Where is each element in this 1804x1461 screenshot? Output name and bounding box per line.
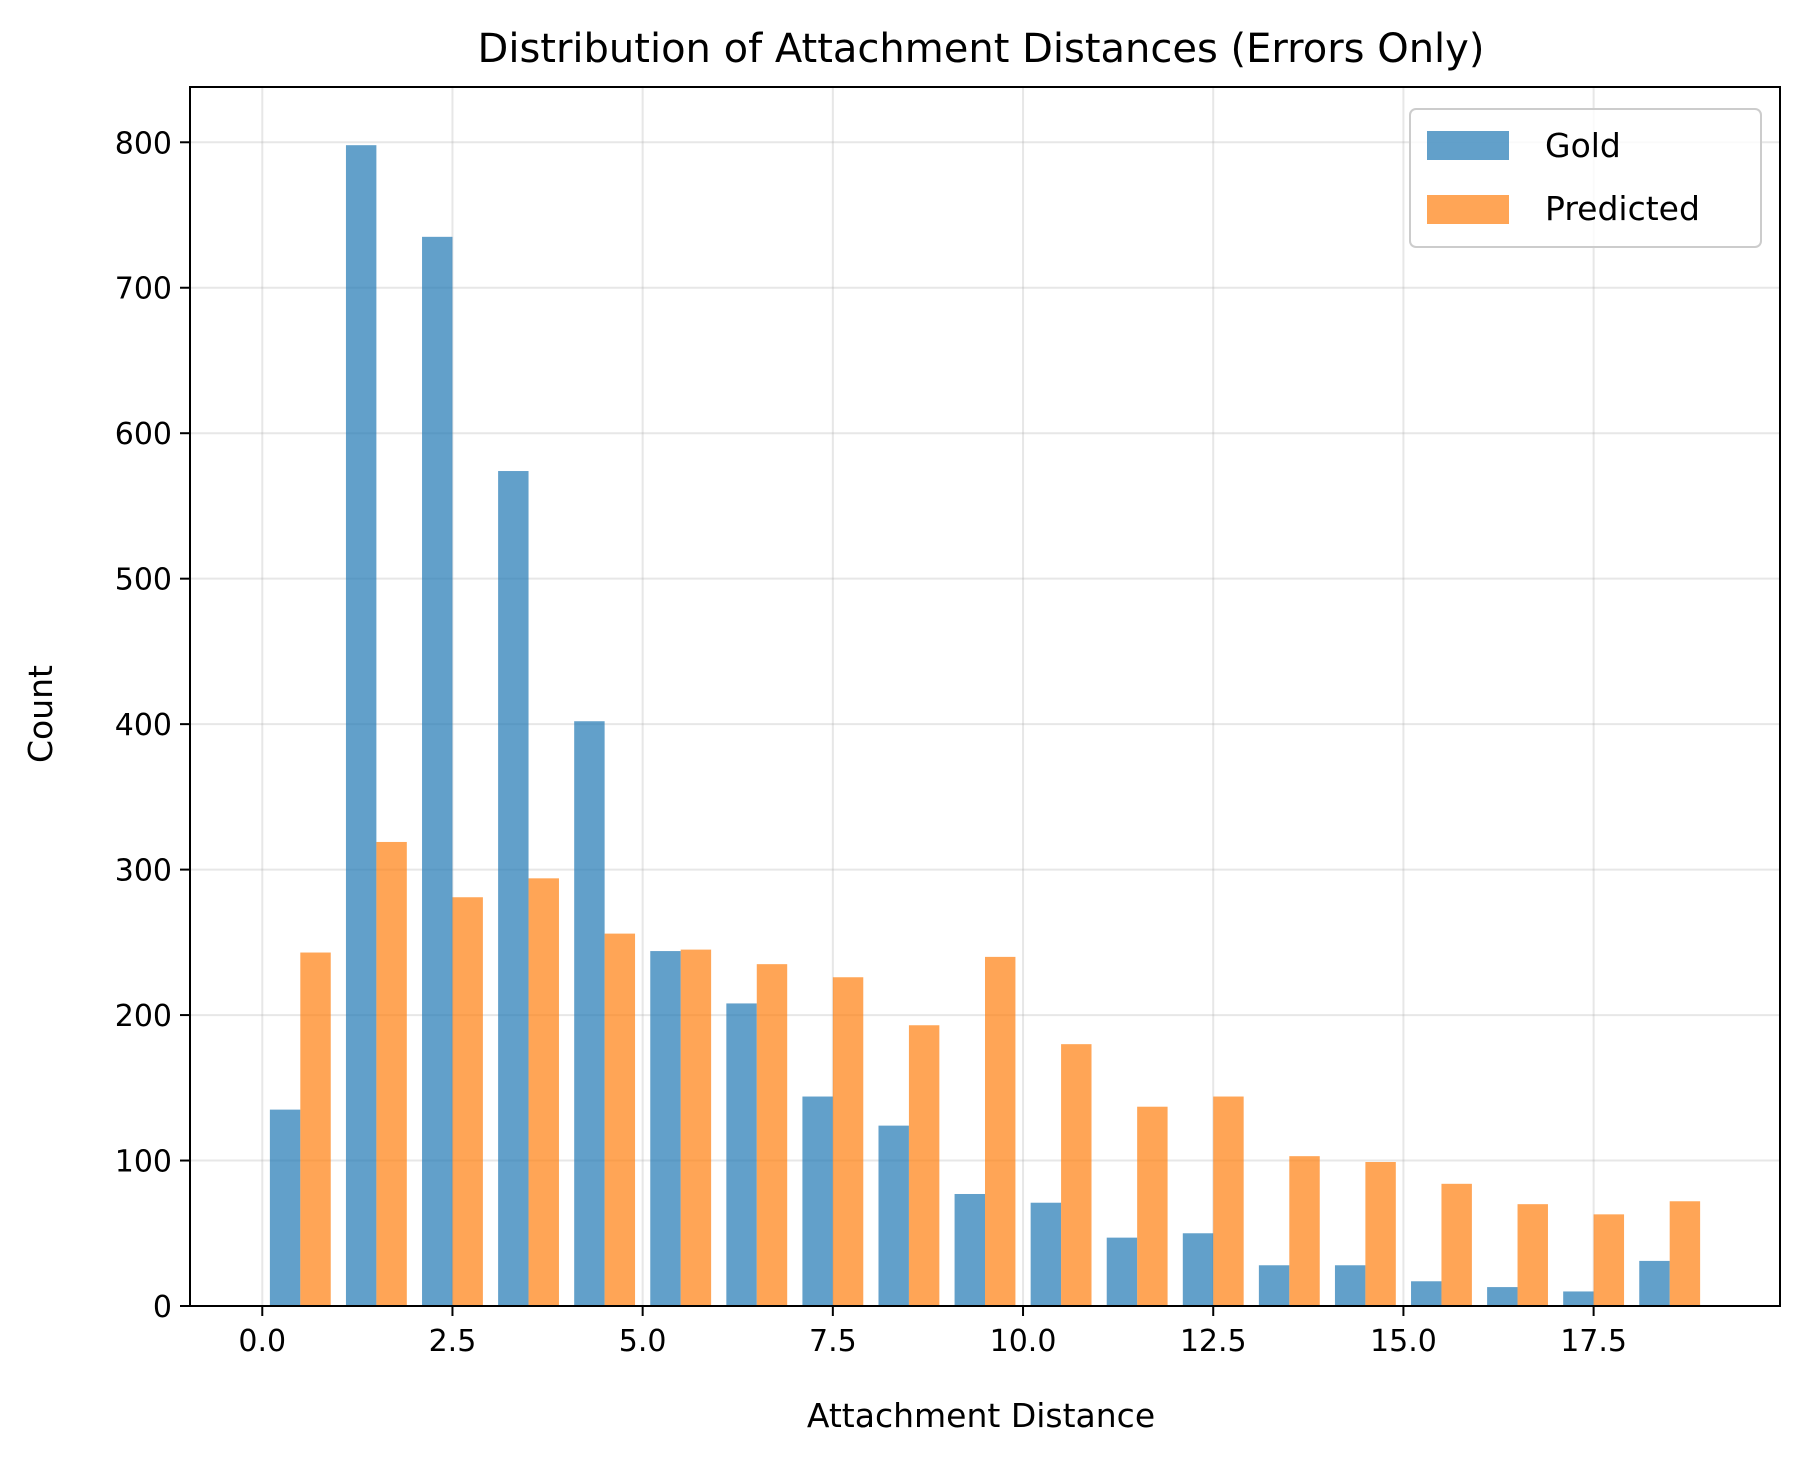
bar-gold — [1334, 1265, 1366, 1306]
bar-predicted — [1365, 1161, 1396, 1306]
x-tick-label: 2.5 — [429, 1324, 477, 1359]
bar-gold — [1106, 1237, 1138, 1306]
bar-predicted — [300, 952, 331, 1306]
bar-gold — [1563, 1291, 1594, 1306]
bar-predicted — [604, 933, 636, 1306]
x-tick-label: 7.5 — [809, 1324, 857, 1359]
x-tick-label: 0.0 — [238, 1324, 286, 1359]
bar-gold — [498, 471, 529, 1306]
y-tick-label: 0 — [153, 1290, 172, 1325]
bar-gold — [1487, 1287, 1518, 1306]
x-axis-label: Attachment Distance — [807, 1396, 1155, 1435]
x-tick-label: 5.0 — [619, 1324, 667, 1359]
bar-predicted — [376, 841, 407, 1306]
x-tick-label: 17.5 — [1560, 1324, 1627, 1359]
bar-predicted — [1289, 1156, 1320, 1306]
bar-gold — [1030, 1202, 1062, 1306]
y-tick-label: 300 — [115, 854, 172, 889]
bar-predicted — [1517, 1204, 1548, 1306]
bar-gold — [726, 1003, 757, 1306]
plot-area-frame — [189, 86, 1781, 1307]
bar-predicted — [1593, 1214, 1625, 1306]
bar-gold — [650, 951, 681, 1306]
y-tick-label: 200 — [115, 999, 172, 1034]
bar-gold — [269, 1109, 301, 1306]
bar-predicted — [1061, 1044, 1092, 1306]
bar-gold — [1411, 1281, 1442, 1306]
bar-gold — [1182, 1233, 1214, 1306]
bar-gold — [1639, 1260, 1670, 1306]
y-tick-label: 500 — [115, 563, 172, 598]
bar-gold — [574, 721, 605, 1306]
y-tick-label: 800 — [115, 126, 172, 161]
y-axis-label: Count — [21, 665, 60, 763]
bar-predicted — [1441, 1183, 1472, 1306]
bar-predicted — [1213, 1096, 1244, 1306]
x-tick-label: 12.5 — [1180, 1324, 1247, 1359]
bar-predicted — [452, 897, 483, 1306]
bar-gold — [954, 1193, 985, 1306]
bar-gold — [878, 1125, 909, 1306]
legend-label-gold: Gold — [1545, 126, 1621, 165]
y-tick-label: 600 — [115, 417, 172, 452]
bar-predicted — [756, 964, 788, 1306]
bar-predicted — [985, 956, 1016, 1306]
bar-predicted — [832, 977, 864, 1306]
bar-predicted — [1137, 1106, 1168, 1306]
bar-predicted — [680, 949, 712, 1306]
bar-gold — [802, 1096, 833, 1306]
legend-swatch-gold — [1427, 131, 1509, 160]
legend-label-predicted: Predicted — [1545, 189, 1700, 228]
y-tick-label: 700 — [115, 272, 172, 307]
x-tick-label: 10.0 — [990, 1324, 1057, 1359]
legend: Gold Predicted — [1409, 108, 1762, 248]
y-tick-label: 100 — [115, 1145, 172, 1180]
chart-title: Distribution of Attachment Distances (Er… — [478, 26, 1485, 72]
bars — [269, 145, 1701, 1307]
bar-predicted — [908, 1025, 940, 1306]
bar-predicted — [1669, 1201, 1701, 1306]
legend-swatch-predicted — [1427, 195, 1509, 224]
bar-gold — [1258, 1265, 1290, 1306]
y-tick-label: 400 — [115, 708, 172, 743]
y-axis-ticks: 0 100 200 300 400 500 600 700 800 — [115, 126, 190, 1325]
bar-gold — [422, 236, 453, 1307]
x-axis-ticks: 0.0 2.5 5.0 7.5 10.0 12.5 15.0 17.5 — [238, 1306, 1627, 1359]
bar-gold — [345, 145, 377, 1306]
x-tick-label: 15.0 — [1370, 1324, 1437, 1359]
bar-predicted — [528, 878, 559, 1306]
